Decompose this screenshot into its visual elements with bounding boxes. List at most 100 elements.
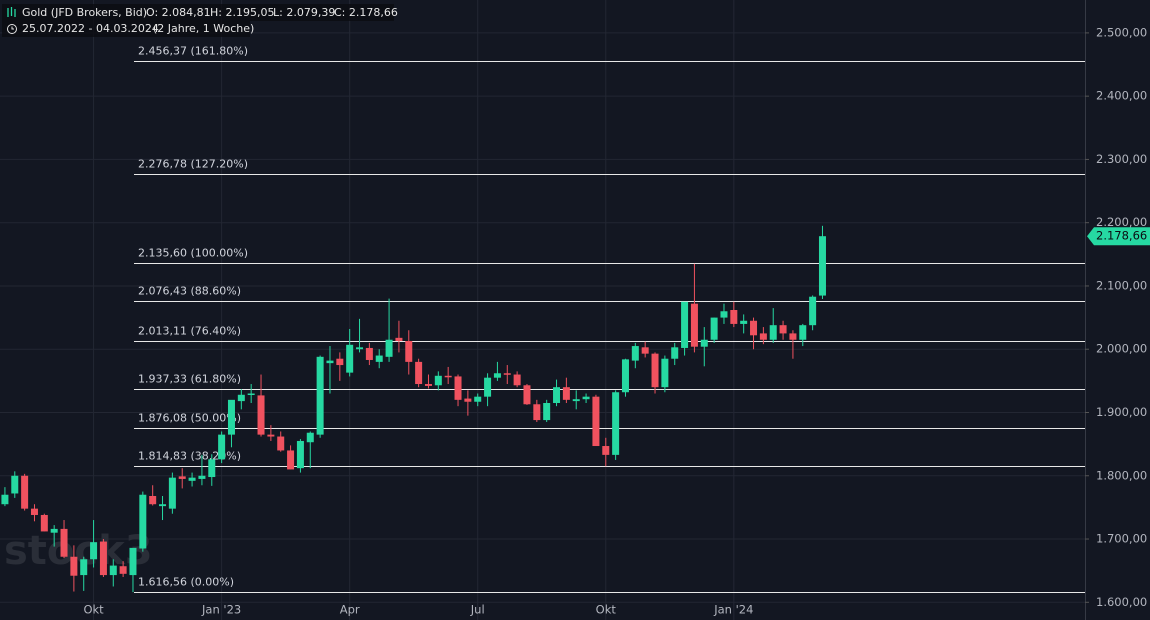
candle-body <box>454 376 462 400</box>
candle-body <box>651 353 659 388</box>
candle-body <box>641 347 649 354</box>
candle-body <box>40 514 48 532</box>
candle-body <box>356 347 364 350</box>
y-tick-label: 1.600,00 <box>1096 595 1147 609</box>
last-price-tag: 2.178,66 <box>1087 227 1150 246</box>
x-tick-label: Jan '23 <box>201 603 241 617</box>
candle-body <box>1 494 9 505</box>
candle-body <box>681 301 689 348</box>
candle-body <box>710 317 718 340</box>
ohlc-high: H: 2.195,05 <box>210 6 274 19</box>
candle-body <box>464 398 472 402</box>
candle-body <box>178 476 186 479</box>
candle-body <box>99 541 107 576</box>
candle-body <box>296 440 304 469</box>
candle-body <box>316 356 324 435</box>
candle-icon <box>7 7 16 17</box>
candles <box>1 225 826 593</box>
candle-body <box>484 377 492 397</box>
candle-body <box>198 475 206 479</box>
candle-body <box>267 434 275 437</box>
candle-body <box>602 446 610 455</box>
fib-label: 1.616,56 (0.00%) <box>138 576 234 589</box>
candle-body <box>493 373 501 378</box>
candle-body <box>582 396 590 400</box>
candle-body <box>621 359 629 393</box>
candle-body <box>227 399 235 435</box>
candle-body <box>375 355 383 362</box>
clock-hand <box>11 26 14 30</box>
y-tick-label: 1.700,00 <box>1096 532 1147 546</box>
fib-label: 2.456,37 (161.80%) <box>138 45 248 58</box>
candle-body <box>671 347 679 359</box>
candle-body <box>700 339 708 347</box>
y-tick-label: 1.800,00 <box>1096 468 1147 482</box>
candle-body <box>395 337 403 341</box>
y-tick-label: 2.500,00 <box>1096 25 1147 39</box>
candle-body <box>287 450 295 470</box>
candle-body <box>562 387 570 400</box>
candle-body <box>434 375 442 386</box>
candle-body <box>129 547 137 576</box>
candle-body <box>159 504 167 507</box>
instrument-title: Gold (JFD Brokers, Bid) <box>22 6 147 19</box>
fib-label: 2.013,11 (76.40%) <box>138 325 241 338</box>
y-tick-label: 2.200,00 <box>1096 215 1147 229</box>
price-tag-shape <box>1087 227 1150 246</box>
x-tick-label: Jul <box>470 603 485 617</box>
candle-body <box>730 310 738 324</box>
x-tick-label: Jan '24 <box>713 603 753 617</box>
x-tick-label: Apr <box>340 603 360 617</box>
y-tick-label: 2.100,00 <box>1096 278 1147 292</box>
candle-body <box>119 566 127 574</box>
candle-body <box>257 395 265 435</box>
candle-body <box>661 358 669 388</box>
candle-body <box>11 475 19 494</box>
candle-body <box>326 360 334 364</box>
y-tick-label: 1.900,00 <box>1096 405 1147 419</box>
candle-body <box>30 508 38 515</box>
candle-body <box>553 387 561 403</box>
candle-body <box>277 436 285 451</box>
candle-body <box>750 320 758 336</box>
candle-body <box>237 394 245 402</box>
candle-body <box>346 344 354 373</box>
header-bg <box>2 4 394 21</box>
candle-body <box>60 528 68 557</box>
y-tick-label: 2.400,00 <box>1096 89 1147 103</box>
candle-body <box>385 339 393 357</box>
candle-body <box>109 565 117 576</box>
candle-body <box>80 559 88 576</box>
ohlc-low: L: 2.079,39 <box>273 6 335 19</box>
candle-body <box>415 361 423 385</box>
candle-body <box>247 393 255 396</box>
header: Gold (JFD Brokers, Bid) O: 2.084,81 H: 2… <box>2 4 398 37</box>
candle-body <box>474 396 482 402</box>
candle-body <box>533 404 541 421</box>
candle-body <box>809 296 817 326</box>
candle-body <box>513 374 521 386</box>
candle-body <box>572 399 580 402</box>
candle-body <box>779 325 787 334</box>
candle-body <box>720 311 728 318</box>
candle-body <box>90 542 98 560</box>
x-tick-label: Okt <box>83 603 104 617</box>
fib-label: 2.276,78 (127.20%) <box>138 158 248 171</box>
grid <box>0 0 1089 620</box>
date-range: 25.07.2022 - 04.03.2024 <box>22 22 159 35</box>
candle-body <box>336 358 344 366</box>
clock-icon <box>7 24 17 34</box>
y-tick-label: 2.300,00 <box>1096 152 1147 166</box>
candle-body <box>769 325 777 340</box>
candle-body <box>592 396 600 447</box>
fib-label: 1.876,08 (50.00%) <box>138 412 241 425</box>
candle-body <box>523 385 531 405</box>
candle-body <box>612 392 620 455</box>
candle-body <box>759 333 767 340</box>
candle-body <box>799 325 807 340</box>
candle-body <box>405 341 413 362</box>
candle-body <box>818 236 826 296</box>
candle-body <box>503 373 511 375</box>
candle-body <box>789 333 797 340</box>
